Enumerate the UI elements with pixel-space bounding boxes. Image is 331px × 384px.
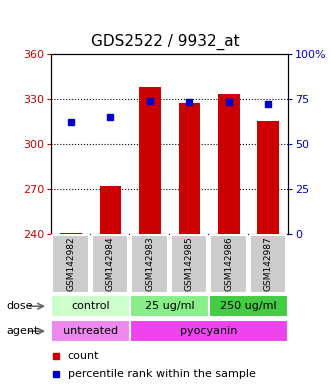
- Text: dose: dose: [7, 301, 33, 311]
- Text: GSM142986: GSM142986: [224, 237, 233, 291]
- Bar: [100, 186, 121, 234]
- Text: 250 ug/ml: 250 ug/ml: [220, 301, 277, 311]
- Bar: [60, 233, 82, 234]
- Bar: [130, 295, 209, 318]
- Bar: [210, 235, 247, 293]
- Text: GSM142985: GSM142985: [185, 237, 194, 291]
- Text: untreated: untreated: [63, 326, 118, 336]
- Text: control: control: [71, 301, 110, 311]
- Bar: [51, 320, 130, 343]
- Bar: [250, 235, 286, 293]
- Text: GSM142987: GSM142987: [264, 237, 273, 291]
- Text: GSM142983: GSM142983: [145, 237, 155, 291]
- Bar: [130, 320, 288, 343]
- Bar: [51, 295, 130, 318]
- Text: percentile rank within the sample: percentile rank within the sample: [68, 369, 256, 379]
- Bar: [131, 235, 168, 293]
- Text: count: count: [68, 351, 99, 361]
- Bar: [218, 94, 240, 234]
- Text: pyocyanin: pyocyanin: [180, 326, 238, 336]
- Text: 25 ug/ml: 25 ug/ml: [145, 301, 194, 311]
- Bar: [178, 103, 200, 234]
- Bar: [209, 295, 288, 318]
- Bar: [171, 235, 207, 293]
- Bar: [92, 235, 128, 293]
- Text: GDS2522 / 9932_at: GDS2522 / 9932_at: [91, 34, 240, 50]
- Text: GSM142982: GSM142982: [67, 237, 75, 291]
- Bar: [53, 235, 89, 293]
- Text: GSM142984: GSM142984: [106, 237, 115, 291]
- Text: agent: agent: [7, 326, 39, 336]
- Bar: [258, 121, 279, 234]
- Bar: [139, 87, 161, 234]
